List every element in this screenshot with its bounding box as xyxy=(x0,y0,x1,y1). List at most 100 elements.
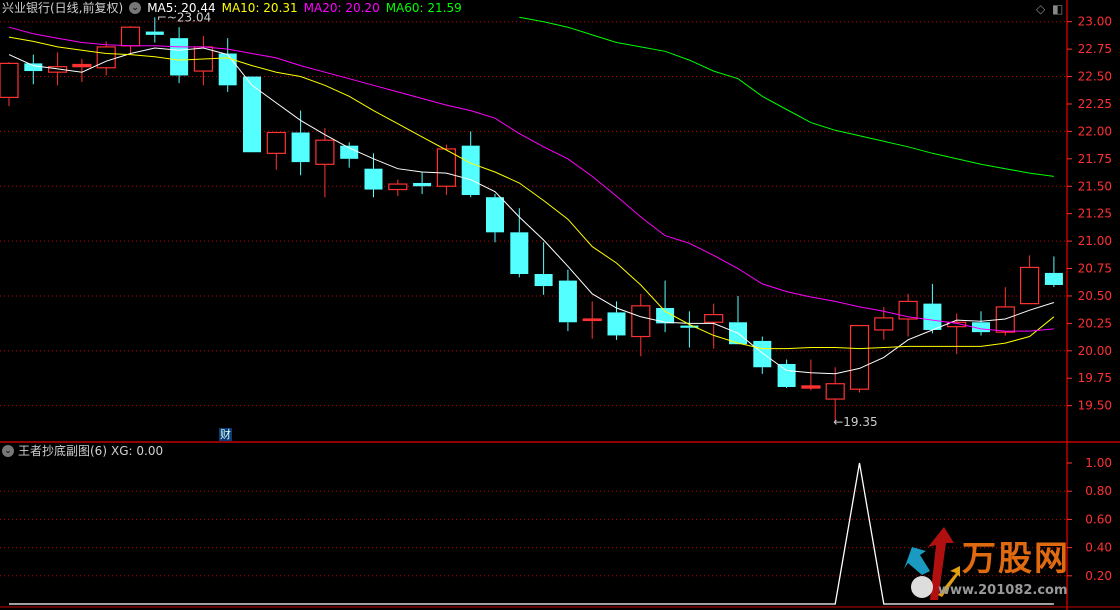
candle xyxy=(340,142,359,168)
ma-line-ma60 xyxy=(519,16,1054,177)
candle xyxy=(170,27,189,84)
y-tick-label: 22.75 xyxy=(1078,42,1112,56)
candle-body xyxy=(874,317,894,331)
candle-body xyxy=(24,63,43,72)
candle xyxy=(243,76,261,153)
candle xyxy=(486,193,504,243)
candle-body xyxy=(777,363,796,388)
candle-body xyxy=(923,303,942,330)
candle-body xyxy=(582,318,602,322)
y-tick-label: 22.00 xyxy=(1078,124,1112,138)
candle xyxy=(995,287,1015,336)
candle xyxy=(753,336,772,374)
candle xyxy=(680,311,699,348)
candle xyxy=(1019,255,1040,305)
candle xyxy=(96,41,116,76)
y-tick-label: 22.50 xyxy=(1078,70,1112,84)
y-tick-label: 22.25 xyxy=(1078,97,1112,111)
finance-badge[interactable]: 财 xyxy=(219,428,232,441)
ma10-label: MA10: 20.31 xyxy=(221,1,298,15)
candle-body xyxy=(898,300,918,320)
logo-arrows-icon xyxy=(904,527,962,600)
candle-body xyxy=(266,131,286,154)
candle xyxy=(801,359,821,391)
candle xyxy=(777,359,796,389)
candle-body xyxy=(72,63,92,68)
diamond-icon[interactable]: ◇ xyxy=(1036,2,1046,16)
y-tick-label: 21.25 xyxy=(1078,207,1112,221)
candle xyxy=(24,54,43,85)
chevron-down-icon[interactable]: ⌄ xyxy=(129,2,142,14)
candle xyxy=(413,171,432,194)
candle xyxy=(849,324,870,393)
candle xyxy=(607,301,626,340)
ma60-label: MA60: 21.59 xyxy=(385,1,462,15)
candle-body xyxy=(120,26,141,47)
candle-body xyxy=(607,312,626,336)
candle xyxy=(388,179,408,197)
candle-body xyxy=(947,321,967,328)
candle-body xyxy=(849,324,870,390)
candle xyxy=(704,303,724,349)
candle xyxy=(120,26,141,54)
logo-url: www.201082.com xyxy=(938,583,1068,598)
candle-body xyxy=(1044,272,1063,285)
candle-body xyxy=(364,168,383,190)
candle xyxy=(291,110,310,176)
candle-body xyxy=(388,183,408,191)
candle-body xyxy=(486,197,504,233)
candle xyxy=(218,38,237,92)
candle xyxy=(923,283,942,334)
candle-body xyxy=(510,232,529,275)
sub-panel-title: 王者抄底副图(6) xyxy=(18,444,107,458)
y-tick-label: 20.00 xyxy=(1078,344,1112,358)
candle xyxy=(656,280,675,333)
sub-y-tick-label: 0.60 xyxy=(1085,512,1112,526)
candle xyxy=(729,295,747,345)
candle-body xyxy=(96,46,116,69)
candle xyxy=(364,153,383,198)
min-price-label: ←19.35 xyxy=(833,415,877,429)
candle-body xyxy=(534,274,553,287)
y-tick-label: 21.00 xyxy=(1078,234,1112,248)
candle-body xyxy=(825,383,845,400)
candle-body xyxy=(170,38,189,76)
candle xyxy=(0,62,19,107)
candle xyxy=(558,269,577,332)
y-tick-label: 21.75 xyxy=(1078,152,1112,166)
candle-body xyxy=(704,313,724,323)
candle-body xyxy=(47,66,68,73)
ma20-label: MA20: 20.20 xyxy=(303,1,380,15)
candle-body xyxy=(436,148,456,187)
candle-body xyxy=(218,53,237,86)
chart-header: 兴业银行(日线,前复权) ⌄ MA5: 20.44 MA10: 20.31 MA… xyxy=(2,0,462,16)
sub-y-tick-label: 0.40 xyxy=(1085,541,1112,555)
ma-line-ma20 xyxy=(8,26,1054,332)
ma-line-ma5 xyxy=(8,47,1055,375)
candle xyxy=(47,52,68,86)
candle-body xyxy=(0,62,19,98)
candle-body xyxy=(145,31,164,35)
sub-panel-header: ⌄ 王者抄底副图(6) XG: 0.00 xyxy=(2,443,163,459)
candle xyxy=(1044,256,1063,288)
candle-body xyxy=(558,280,577,323)
sub-y-tick-label: 1.00 xyxy=(1085,456,1112,470)
y-tick-label: 23.00 xyxy=(1078,15,1112,29)
chevron-down-icon[interactable]: ⌄ xyxy=(2,445,14,457)
y-tick-label: 19.50 xyxy=(1078,399,1112,413)
candle-body xyxy=(340,145,359,159)
candle xyxy=(72,58,92,83)
candle-body xyxy=(680,325,699,328)
logo-text: 万股网 xyxy=(962,539,1070,579)
panel-toggle-icon[interactable]: ◧ xyxy=(1052,2,1064,16)
sub-y-tick-label: 0.80 xyxy=(1085,484,1112,498)
xg-line xyxy=(9,462,1054,605)
candle-body xyxy=(315,139,335,165)
candle-body xyxy=(972,322,990,333)
watermark-logo: 万股网 www.201082.com xyxy=(900,525,1070,605)
candle xyxy=(510,208,529,278)
xg-label: XG: 0.00 xyxy=(111,444,164,458)
candle xyxy=(193,35,213,86)
y-tick-label: 20.50 xyxy=(1078,289,1112,303)
